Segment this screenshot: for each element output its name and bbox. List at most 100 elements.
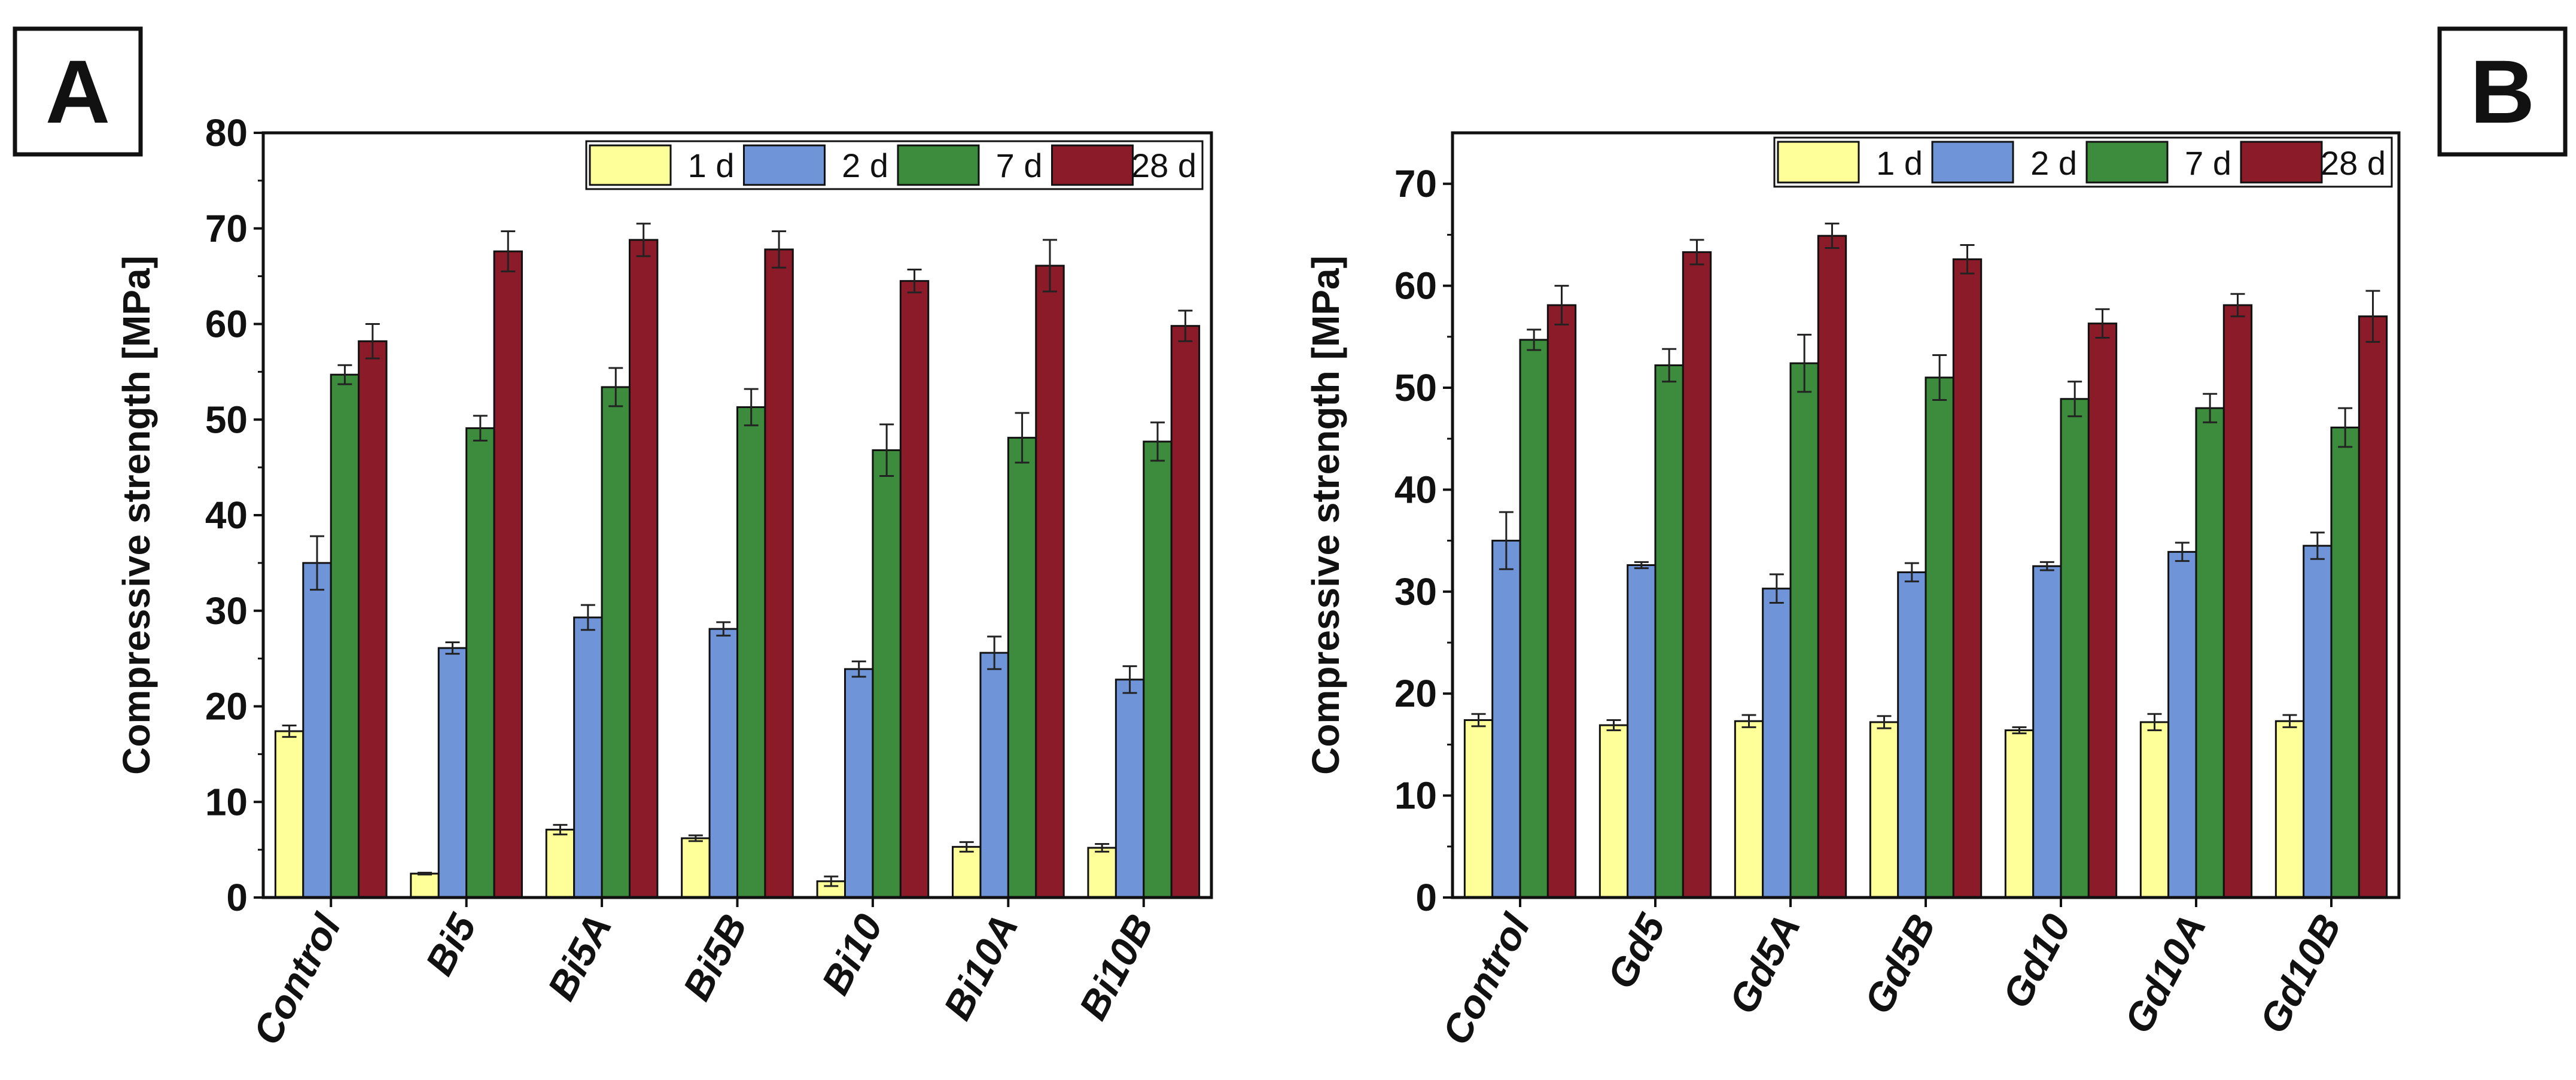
bar-bi10b-28d — [1170, 325, 1201, 899]
bar-bi5b-1d — [681, 837, 711, 899]
legend-label: 1 d — [688, 147, 735, 184]
bar-control-2d — [1491, 540, 1521, 899]
bar-gd10-7d — [2060, 398, 2090, 899]
y-tick-label: 60 — [1394, 264, 1437, 308]
bar-bi5a-1d — [545, 829, 576, 899]
legend-swatch-7d — [2085, 141, 2169, 184]
legend-label: 28 d — [2321, 144, 2386, 182]
x-tick-label: Gd10A — [2115, 907, 2214, 1041]
bar-bi5-1d — [410, 872, 440, 899]
bar-bi5b-7d — [736, 406, 766, 899]
bar-gd5-2d — [1627, 564, 1657, 899]
bar-bi5-28d — [493, 250, 523, 899]
bar-bi10b-7d — [1143, 440, 1173, 899]
bar-control-1d — [274, 730, 305, 899]
legend: 1 d 2 d 7 d 28 d — [585, 140, 1204, 190]
panel-label: A — [45, 41, 110, 142]
bar-gd5-7d — [1654, 364, 1684, 899]
bar-gd5b-28d — [1952, 258, 1983, 899]
legend: 1 d 2 d 7 d 28 d — [1773, 136, 2393, 188]
bar-gd5a-2d — [1762, 588, 1792, 899]
bar-bi10a-1d — [952, 845, 982, 899]
y-axis-title: Compressive strength [MPa] — [115, 255, 158, 775]
y-axis-title: Compressive strength [MPa] — [1304, 255, 1347, 775]
legend-label: 7 d — [2185, 144, 2231, 182]
bar-bi5a-2d — [573, 616, 603, 899]
panel-label: B — [2470, 41, 2535, 142]
bar-bi10-28d — [899, 280, 930, 899]
legend-swatch-28d — [2240, 141, 2323, 184]
legend-swatch-1d — [1777, 141, 1860, 184]
y-tick-label: 0 — [226, 876, 248, 919]
bar-gd5-28d — [1682, 251, 1712, 899]
bar-gd10a-2d — [2167, 550, 2197, 899]
panel-label-box — [13, 26, 143, 157]
bar-gd5a-1d — [1734, 720, 1764, 899]
y-tick-label: 70 — [205, 207, 248, 250]
y-tick-label: 60 — [205, 303, 248, 346]
bar-gd10-2d — [2032, 565, 2062, 899]
y-tick-label: 50 — [205, 398, 248, 441]
x-tick-label: Gd5 — [1598, 906, 1674, 996]
legend-swatch-7d — [897, 144, 980, 186]
legend-swatch-2d — [1931, 141, 2014, 184]
bar-gd5b-2d — [1897, 571, 1927, 899]
bar-bi10a-2d — [979, 652, 1009, 899]
x-tick-label: Bi5 — [416, 906, 485, 982]
y-tick-label: 30 — [205, 589, 248, 632]
bar-bi5-7d — [465, 427, 495, 899]
bar-gd10b-1d — [2274, 720, 2305, 899]
legend-swatch-28d — [1051, 144, 1134, 186]
bar-gd5a-28d — [1817, 235, 1847, 899]
legend-label: 2 d — [2030, 144, 2077, 182]
x-tick-label: Gd5B — [1855, 907, 1944, 1021]
bar-gd10a-28d — [2222, 304, 2253, 899]
y-tick-label: 0 — [1415, 876, 1437, 919]
y-tick-label: 40 — [1394, 468, 1437, 511]
y-tick-label: 10 — [205, 780, 248, 823]
plot-frame — [261, 131, 1213, 899]
y-tick-label: 40 — [205, 494, 248, 537]
bar-bi10b-2d — [1115, 679, 1145, 899]
y-tick-label: 80 — [205, 111, 248, 154]
panel-a: A 0 10 20 30 40 50 60 70 80 Compressive strength [… — [13, 26, 1213, 1052]
plot-frame — [1451, 131, 2401, 899]
x-tick-label: Bi10A — [935, 907, 1027, 1027]
x-tick-label: Bi5B — [674, 907, 756, 1008]
legend-swatch-2d — [743, 144, 826, 186]
y-tick-label: 10 — [1394, 774, 1437, 817]
bar-gd10b-2d — [2303, 544, 2333, 899]
panel-label-box — [2437, 26, 2568, 157]
legend-label: 1 d — [1876, 144, 1923, 182]
panel-b: B 0 10 20 30 40 50 60 70 Compressive strength [MP… — [1304, 26, 2568, 1052]
legend-swatch-1d — [589, 144, 672, 186]
bar-bi5b-2d — [708, 628, 739, 899]
bar-control-2d — [302, 562, 332, 899]
x-tick-label: Gd5A — [1720, 907, 1808, 1021]
legend-label: 28 d — [1131, 147, 1196, 184]
bar-control-7d — [330, 373, 360, 899]
legend-label: 2 d — [842, 147, 888, 184]
bar-bi10a-28d — [1035, 264, 1065, 899]
bar-gd10a-7d — [2195, 407, 2225, 899]
y-tick-label: 50 — [1394, 366, 1437, 409]
x-tick-label: Control — [1433, 906, 1539, 1051]
bar-gd10-1d — [2004, 729, 2035, 899]
x-tick-label: Gd10B — [2251, 907, 2349, 1041]
x-tick-label: Bi10B — [1070, 907, 1162, 1027]
x-tick-label: Bi10 — [812, 907, 891, 1002]
bar-gd10b-28d — [2358, 315, 2388, 899]
bar-gd10a-1d — [2139, 721, 2170, 899]
y-tick-label: 30 — [1394, 570, 1437, 613]
x-tick-label: Bi5A — [538, 907, 620, 1008]
bar-control-28d — [358, 340, 388, 899]
y-tick-label: 70 — [1394, 162, 1437, 205]
bar-gd5a-7d — [1789, 362, 1819, 899]
y-tick-label: 20 — [1394, 672, 1437, 715]
y-tick-label: 20 — [205, 685, 248, 728]
bar-control-28d — [1546, 304, 1577, 899]
legend-label: 7 d — [996, 147, 1043, 184]
bar-bi5-2d — [437, 647, 468, 899]
bar-control-1d — [1463, 719, 1494, 899]
